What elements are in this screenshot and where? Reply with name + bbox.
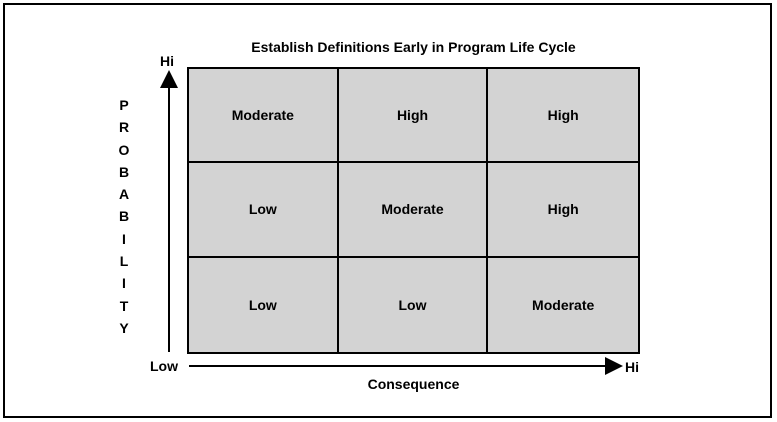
y-axis-title-letter: O xyxy=(118,141,130,158)
y-axis-title-letter: Y xyxy=(119,319,129,336)
y-axis-title-letter: I xyxy=(122,230,126,247)
y-axis-hi-label: Hi xyxy=(160,53,174,69)
diagram-title: Establish Definitions Early in Program L… xyxy=(251,39,576,55)
matrix-cell-r2-c3: High xyxy=(488,163,638,258)
x-axis-line xyxy=(189,365,607,367)
matrix-cell-r2-c1: Low xyxy=(189,163,339,258)
y-axis-title-letter: L xyxy=(119,253,129,270)
risk-matrix: Moderate High High Low Moderate High Low… xyxy=(187,67,640,354)
y-axis-title-letter: P xyxy=(119,97,129,113)
y-axis-title-letter: B xyxy=(118,163,130,180)
matrix-cell-r1-c2: High xyxy=(338,69,489,164)
x-axis-arrowhead xyxy=(605,357,623,375)
matrix-cell-r2-c2: Moderate xyxy=(338,163,489,258)
matrix-cell-r3-c2: Low xyxy=(339,257,489,352)
matrix-cell-r3-c1: Low xyxy=(189,257,339,352)
y-axis-title-letter: A xyxy=(118,186,130,203)
origin-low-label: Low xyxy=(150,358,178,374)
x-axis-hi-label: Hi xyxy=(625,359,639,375)
x-axis-title: Consequence xyxy=(367,376,460,392)
y-axis-title-letter: I xyxy=(122,275,126,292)
y-axis-line xyxy=(168,86,170,352)
y-axis-title-letter: R xyxy=(118,119,130,136)
diagram-frame xyxy=(3,3,772,418)
y-axis-title-letter: T xyxy=(119,297,129,314)
matrix-cell-r3-c3: Moderate xyxy=(532,296,595,313)
y-axis-title-letter: B xyxy=(118,208,130,225)
matrix-cell-r1-c1: Moderate xyxy=(189,69,339,164)
y-axis-arrowhead xyxy=(160,70,178,88)
matrix-cell-r1-c3: High xyxy=(488,69,638,164)
